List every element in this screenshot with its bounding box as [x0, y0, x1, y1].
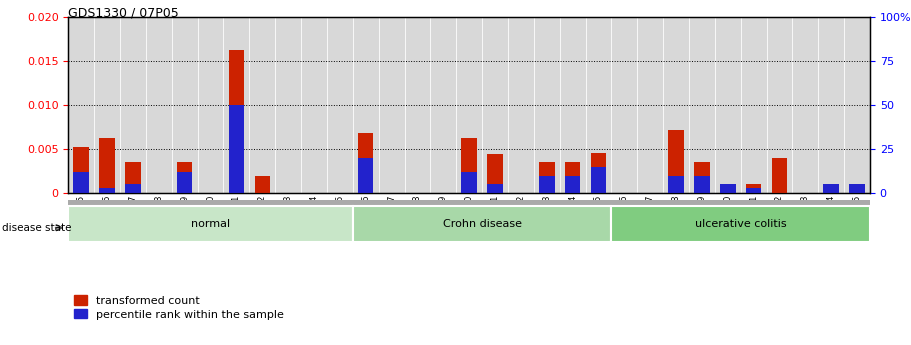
- Bar: [99, 188, 115, 193]
- Bar: [559, 17, 586, 193]
- Bar: [68, 17, 94, 193]
- Bar: [818, 17, 844, 193]
- Bar: [172, 17, 198, 193]
- Bar: [430, 17, 456, 193]
- Bar: [715, 17, 741, 193]
- Bar: [275, 17, 301, 193]
- Bar: [586, 17, 611, 193]
- Bar: [456, 17, 482, 193]
- Bar: [694, 176, 710, 193]
- Bar: [844, 17, 870, 193]
- Bar: [358, 158, 374, 193]
- Text: Crohn disease: Crohn disease: [443, 219, 522, 229]
- Bar: [590, 153, 606, 193]
- Bar: [68, 206, 353, 242]
- Bar: [487, 154, 503, 193]
- Bar: [223, 17, 250, 193]
- Bar: [68, 200, 870, 206]
- Bar: [254, 176, 270, 193]
- Bar: [565, 162, 580, 193]
- Bar: [94, 17, 120, 193]
- Bar: [301, 17, 327, 193]
- Bar: [229, 50, 244, 193]
- Bar: [849, 184, 865, 193]
- Bar: [125, 184, 140, 193]
- Bar: [793, 17, 818, 193]
- Bar: [669, 130, 684, 193]
- Bar: [508, 17, 534, 193]
- Bar: [74, 172, 89, 193]
- Bar: [824, 184, 839, 193]
- Text: ulcerative colitis: ulcerative colitis: [695, 219, 786, 229]
- Legend: transformed count, percentile rank within the sample: transformed count, percentile rank withi…: [74, 295, 284, 319]
- Text: normal: normal: [191, 219, 230, 229]
- Text: disease state: disease state: [2, 223, 71, 233]
- Bar: [669, 176, 684, 193]
- Bar: [461, 138, 477, 193]
- Bar: [327, 17, 353, 193]
- Bar: [590, 167, 606, 193]
- Text: GDS1330 / 07P05: GDS1330 / 07P05: [68, 7, 179, 20]
- Bar: [353, 206, 611, 242]
- Bar: [146, 17, 172, 193]
- Bar: [611, 206, 870, 242]
- Bar: [746, 184, 762, 193]
- Bar: [746, 188, 762, 193]
- Bar: [379, 17, 404, 193]
- Bar: [74, 147, 89, 193]
- Bar: [358, 134, 374, 193]
- Bar: [229, 105, 244, 193]
- Bar: [487, 184, 503, 193]
- Bar: [638, 17, 663, 193]
- Bar: [120, 17, 146, 193]
- Bar: [539, 176, 555, 193]
- Bar: [689, 17, 715, 193]
- Bar: [565, 176, 580, 193]
- Bar: [694, 162, 710, 193]
- Bar: [125, 162, 140, 193]
- Bar: [849, 184, 865, 193]
- Bar: [482, 17, 508, 193]
- Bar: [772, 158, 787, 193]
- Bar: [611, 17, 638, 193]
- Bar: [539, 162, 555, 193]
- Bar: [663, 17, 689, 193]
- Bar: [720, 184, 735, 193]
- Bar: [177, 172, 192, 193]
- Bar: [404, 17, 430, 193]
- Bar: [534, 17, 559, 193]
- Bar: [99, 138, 115, 193]
- Bar: [741, 17, 766, 193]
- Bar: [250, 17, 275, 193]
- Bar: [198, 17, 223, 193]
- Bar: [177, 162, 192, 193]
- Bar: [766, 17, 793, 193]
- Bar: [461, 172, 477, 193]
- Bar: [353, 17, 379, 193]
